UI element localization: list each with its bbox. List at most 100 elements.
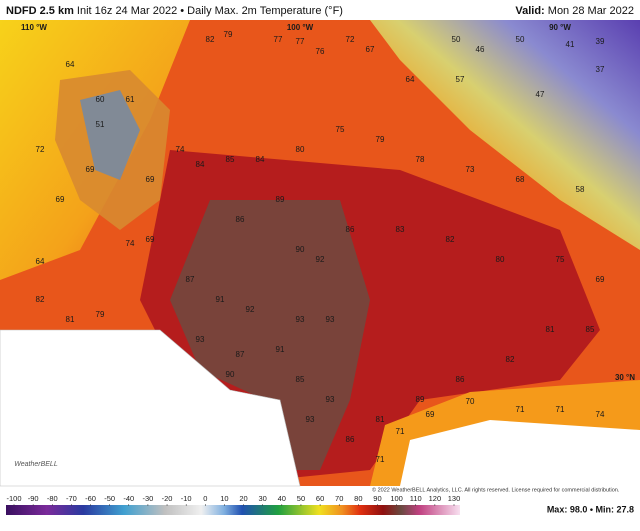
map-value: 80 [296,145,305,154]
gulf-open [400,420,640,486]
map-value: 87 [186,275,195,284]
stats: Max: 98.0 • Min: 27.8 [547,504,634,514]
map-value: 69 [56,195,65,204]
colorbar-tick-label: 100 [390,494,403,503]
map-value: 50 [516,35,525,44]
map-value: 64 [406,75,415,84]
colorbar-tick-label: -40 [123,494,134,503]
map-value: 89 [276,195,285,204]
hottest-region [170,200,370,470]
graticule-label: 100 °W [287,23,314,32]
map-value: 39 [596,37,605,46]
map-value: 72 [346,35,355,44]
map-value: 93 [306,415,315,424]
map-value: 85 [586,325,595,334]
map-value: 93 [326,395,335,404]
map-value: 86 [346,225,355,234]
map-value: 58 [576,185,585,194]
colorbar-tick-label: 20 [239,494,247,503]
map-value: 70 [466,397,475,406]
map-value: 46 [476,45,485,54]
map-value: 76 [316,47,325,56]
map-value: 93 [196,335,205,344]
map-value: 71 [516,405,525,414]
map-value: 51 [96,120,105,129]
map-value: 73 [466,165,475,174]
map-value: 60 [96,95,105,104]
map-value: 93 [326,315,335,324]
init: Init 16z 24 Mar 2022 • Daily Max. 2m Tem… [77,5,343,17]
map-value: 85 [226,155,235,164]
map-value: 69 [146,175,155,184]
map-value: 84 [256,155,265,164]
map-value: 79 [376,135,385,144]
map-value: 90 [226,370,235,379]
map-value: 37 [596,65,605,74]
map-value: 69 [426,410,435,419]
map-value: 81 [546,325,555,334]
colorbar-tick-label: -30 [142,494,153,503]
map-value: 67 [366,45,375,54]
map-value: 82 [36,295,45,304]
map-value: 68 [516,175,525,184]
map-value: 75 [556,255,565,264]
map-value: 83 [396,225,405,234]
map-value: 71 [396,427,405,436]
map-value: 80 [496,255,505,264]
map-value: 89 [416,395,425,404]
valid-label: Valid: [515,5,544,17]
map-value: 57 [456,75,465,84]
map-value: 75 [336,125,345,134]
colorbar-tick-label: 90 [373,494,381,503]
colorbar-tick-label: 60 [316,494,324,503]
map-value: 74 [176,145,185,154]
map-value: 71 [556,405,565,414]
map-value: 47 [536,90,545,99]
colorbar-tick-label: 30 [259,494,267,503]
map-value: 77 [274,35,283,44]
map [0,20,640,487]
map-value: 87 [236,350,245,359]
map-value: 78 [416,155,425,164]
header: NDFD 2.5 km Init 16z 24 Mar 2022 • Daily… [6,5,343,17]
map-value: 61 [126,95,135,104]
colorbar-tick-label: 130 [448,494,461,503]
map-value: 77 [296,37,305,46]
map-value: 41 [566,40,575,49]
colorbar-tick-label: -10 [181,494,192,503]
colorbar-tick-label: -80 [47,494,58,503]
colorbar-tick-label: -50 [104,494,115,503]
graticule-label: 90 °W [549,23,571,32]
map-value: 71 [376,455,385,464]
map-value: 91 [216,295,225,304]
colorbar-tick-label: 80 [354,494,362,503]
colorbar-tick-label: 70 [335,494,343,503]
colorbar-tick-label: -20 [162,494,173,503]
map-value: 69 [86,165,95,174]
colorbar-tick-label: 0 [203,494,207,503]
graticule-label: 30 °N [615,373,635,382]
map-value: 69 [146,235,155,244]
map-value: 79 [96,310,105,319]
map-value: 74 [596,410,605,419]
graticule-label: 110 °W [21,23,47,32]
map-value: 85 [296,375,305,384]
map-value: 79 [224,30,233,39]
model: NDFD 2.5 km [6,5,74,17]
map-value: 86 [236,215,245,224]
map-value: 91 [276,345,285,354]
map-value: 81 [376,415,385,424]
copyright: © 2022 WeatherBELL Analytics, LLC. All r… [372,486,620,493]
colorbar-tick-label: -90 [28,494,39,503]
map-value: 84 [196,160,205,169]
valid-date: Mon 28 Mar 2022 [548,5,634,17]
colorbar-tick-label: -70 [66,494,77,503]
map-value: 82 [206,35,215,44]
mexico [0,329,301,487]
colorbar-tick-label: 110 [410,494,422,503]
map-value: 50 [452,35,461,44]
map-value: 64 [66,60,75,69]
colorbar-tick-label: 40 [278,494,286,503]
colorbar [6,505,460,515]
map-value: 90 [296,245,305,254]
